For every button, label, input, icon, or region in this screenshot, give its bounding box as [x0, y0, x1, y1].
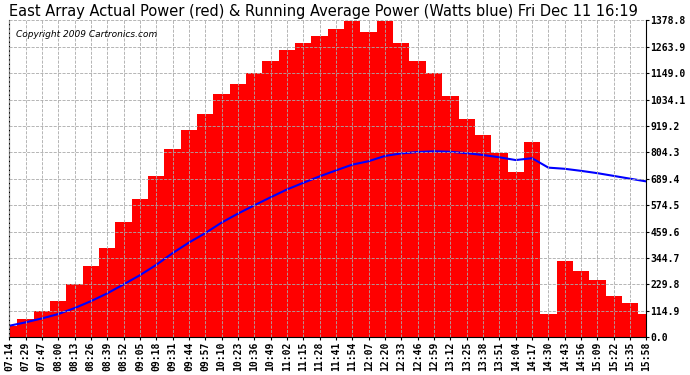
Text: Copyright 2009 Cartronics.com: Copyright 2009 Cartronics.com — [16, 30, 157, 39]
Text: East Array Actual Power (red) & Running Average Power (Watts blue) Fri Dec 11 16: East Array Actual Power (red) & Running … — [9, 4, 638, 19]
